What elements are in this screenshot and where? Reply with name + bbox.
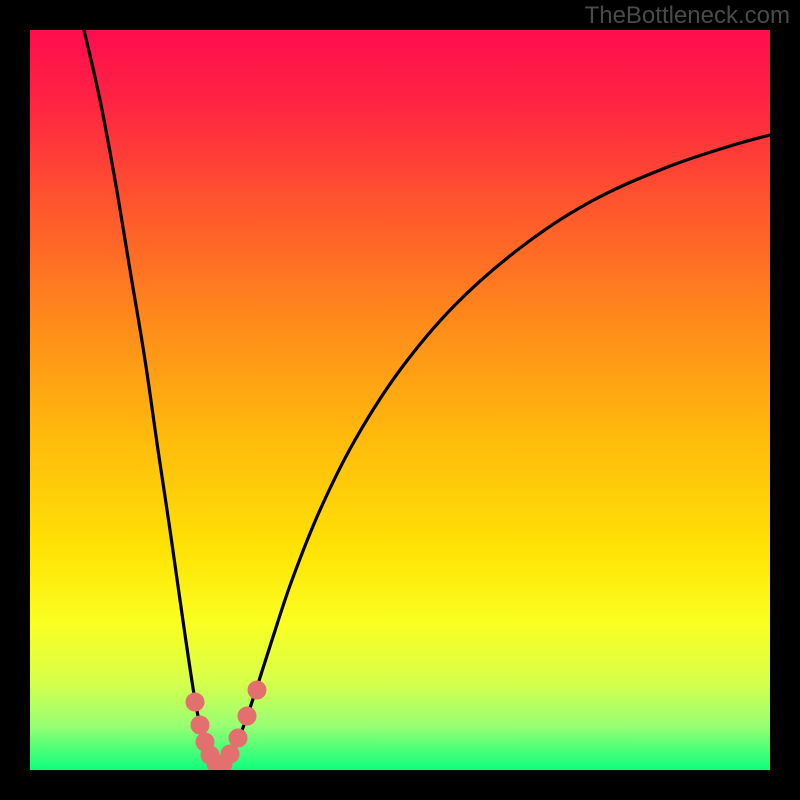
watermark-text: TheBottleneck.com	[585, 2, 790, 30]
chart-frame: TheBottleneck.com	[0, 0, 800, 800]
heat-gradient-background	[30, 30, 770, 770]
